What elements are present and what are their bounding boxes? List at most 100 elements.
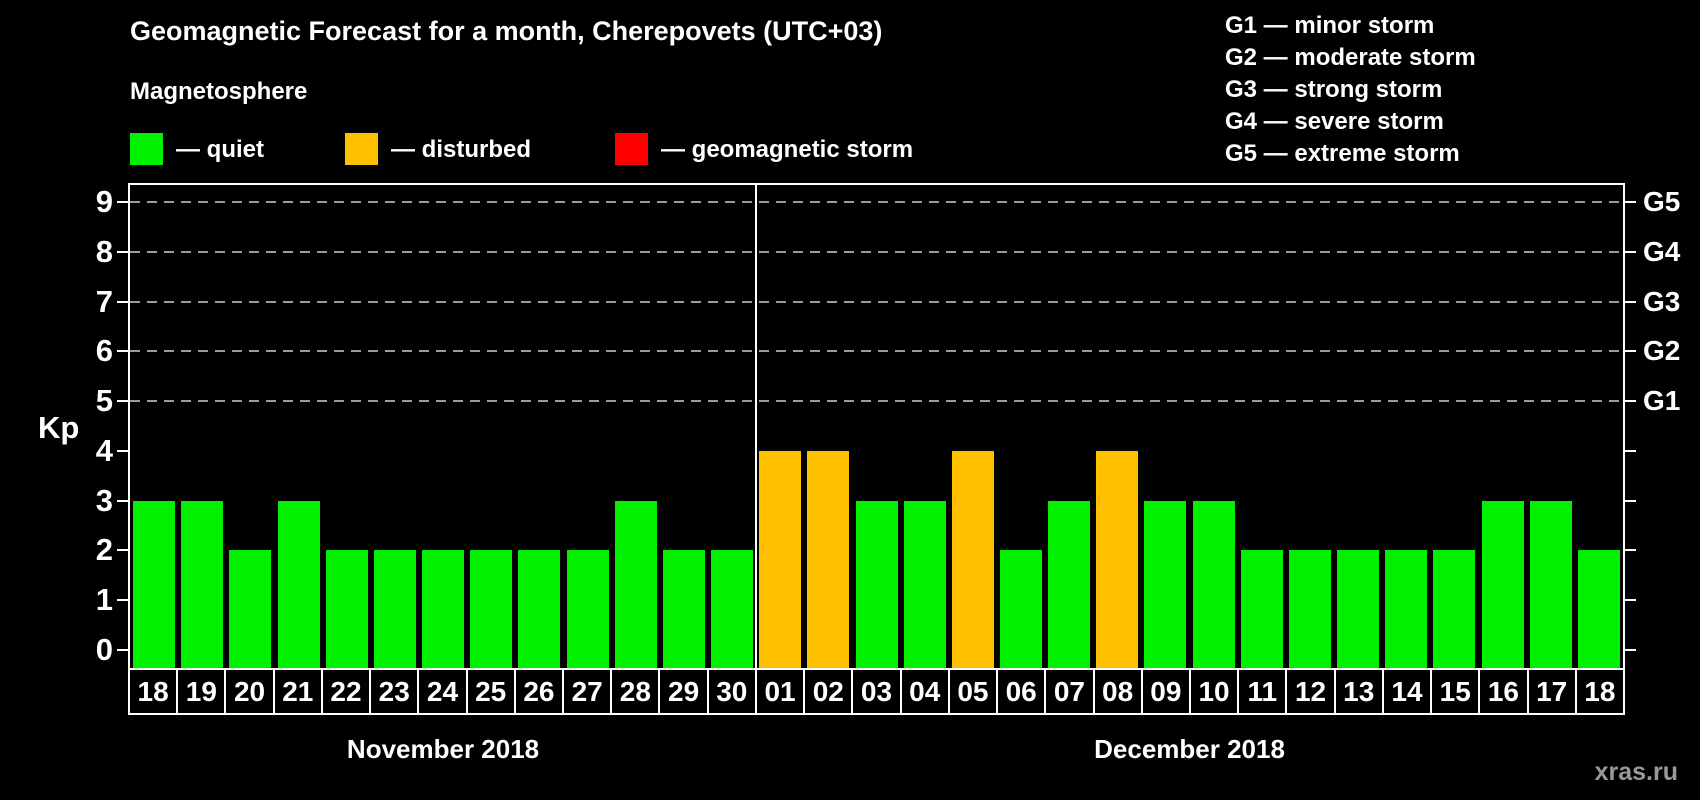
date-cell-18: 18 [1576, 670, 1623, 713]
date-cell-06: 06 [998, 670, 1045, 713]
y-tick-7 [117, 300, 128, 303]
y-tick-right-4 [1625, 449, 1636, 452]
chart-title: Geomagnetic Forecast for a month, Cherep… [130, 16, 883, 46]
kp-bar-november-25 [470, 550, 513, 668]
date-cell-11: 11 [1239, 670, 1286, 713]
date-row: 18 19 20 21 22 23 24 25 26 27 28 29 30 01 02 03 04 05 06 07… [128, 668, 1625, 715]
date-cell-30: 30 [708, 670, 755, 713]
gridline-kp5 [130, 400, 1623, 403]
y-tick-0 [117, 649, 128, 651]
y-tick-right-6 [1625, 350, 1636, 353]
kp-bar-december-05 [951, 450, 994, 668]
date-cell-07: 07 [1046, 670, 1093, 713]
date-cell-24: 24 [419, 670, 466, 713]
kp-bar-november-21 [277, 500, 320, 668]
date-cell-04: 04 [901, 670, 948, 713]
y-tick-right-3 [1625, 499, 1636, 502]
date-cell-02: 02 [805, 670, 852, 713]
legend-swatch-quiet [130, 133, 163, 165]
kp-bar-december-14 [1385, 550, 1428, 668]
y-tick-right-5 [1625, 400, 1636, 403]
date-cell-10: 10 [1190, 670, 1238, 713]
kp-bar-november-27 [566, 550, 609, 668]
gridline-kp9 [130, 200, 1623, 203]
watermark: xras.ru [1594, 758, 1678, 786]
kp-bar-november-26 [518, 550, 561, 668]
legend-label-storm: — geomagnetic storm [661, 136, 914, 163]
g-axis-label-g1: G1 [1643, 385, 1681, 417]
kp-bar-december-04 [903, 500, 946, 668]
y-tick-label-6: 6 [95, 333, 113, 369]
kp-bar-november-20 [229, 550, 272, 668]
kp-bar-december-02 [807, 450, 850, 668]
y-tick-right-7 [1625, 300, 1636, 303]
y-tick-8 [117, 250, 128, 253]
kp-bar-december-13 [1337, 550, 1380, 668]
y-tick-right-1 [1625, 599, 1636, 602]
gridline-kp6 [130, 350, 1623, 353]
g-legend-line-g5: G5 — extreme storm [1225, 140, 1460, 167]
date-cell-27: 27 [564, 670, 611, 713]
chart-subtitle: Magnetosphere [130, 78, 308, 105]
date-cell-29: 29 [660, 670, 707, 713]
kp-bar-november-30 [711, 550, 754, 668]
date-cell-05: 05 [949, 670, 997, 713]
kp-bar-november-22 [325, 550, 368, 668]
date-cell-16: 16 [1480, 670, 1527, 713]
gridline-kp8 [130, 250, 1623, 253]
plot-top-border [128, 183, 1625, 185]
kp-bar-december-03 [855, 500, 898, 668]
g-axis-label-g5: G5 [1643, 185, 1681, 217]
y-tick-5 [117, 400, 128, 403]
kp-bar-december-12 [1288, 550, 1331, 668]
month-separator [755, 185, 758, 668]
date-cell-01: 01 [756, 670, 804, 713]
y-tick-label-0: 0 [95, 632, 113, 667]
g-legend-line-g2: G2 — moderate storm [1225, 44, 1476, 71]
y-tick-label-4: 4 [95, 432, 113, 468]
date-cell-12: 12 [1287, 670, 1334, 713]
legend-label-disturbed: — disturbed [391, 136, 532, 163]
kp-bar-december-15 [1433, 550, 1476, 668]
kp-bar-december-09 [1144, 500, 1187, 668]
y-tick-label-9: 9 [95, 183, 113, 219]
date-cell-26: 26 [515, 670, 563, 713]
legend-swatch-storm [615, 133, 648, 165]
y-tick-label-1: 1 [95, 582, 113, 618]
g-legend-line-g3: G3 — strong storm [1225, 76, 1443, 103]
y-tick-3 [117, 499, 128, 502]
date-cell-09: 09 [1142, 670, 1189, 713]
g-scale-legend: G1 — minor storm G2 — moderate storm G3 — … [1225, 10, 1476, 170]
date-cell-28: 28 [612, 670, 659, 713]
date-cell-13: 13 [1335, 670, 1382, 713]
right-axis-line [1623, 183, 1625, 668]
date-cell-22: 22 [322, 670, 370, 713]
y-tick-label-5: 5 [95, 383, 113, 419]
kp-bar-november-24 [422, 550, 465, 668]
y-tick-4 [117, 449, 128, 452]
date-cell-20: 20 [226, 670, 273, 713]
g-axis-label-g2: G2 [1643, 335, 1681, 367]
g-legend-line-g1: G1 — minor storm [1225, 12, 1435, 39]
kp-bar-december-08 [1096, 450, 1139, 668]
kp-bar-november-28 [614, 500, 657, 668]
kp-bar-december-18 [1577, 550, 1620, 668]
y-tick-right-8 [1625, 250, 1636, 253]
month-label-1: December 2018 [1094, 734, 1285, 764]
date-cell-14: 14 [1383, 670, 1431, 713]
legend-swatch-disturbed [345, 133, 378, 165]
kp-bar-december-01 [759, 450, 802, 668]
date-cell-21: 21 [274, 670, 321, 713]
kp-bar-november-18 [133, 500, 176, 668]
kp-bar-december-16 [1481, 500, 1524, 668]
kp-bar-december-11 [1240, 550, 1283, 668]
y-tick-label-3: 3 [95, 482, 113, 518]
g-axis-label-g3: G3 [1643, 285, 1681, 317]
legend-label-quiet: — quiet [176, 136, 264, 163]
date-cell-17: 17 [1528, 670, 1575, 713]
y-tick-right-2 [1625, 549, 1636, 552]
date-cell-15: 15 [1432, 670, 1479, 713]
date-cell-08: 08 [1094, 670, 1141, 713]
kp-bar-december-17 [1529, 500, 1572, 668]
